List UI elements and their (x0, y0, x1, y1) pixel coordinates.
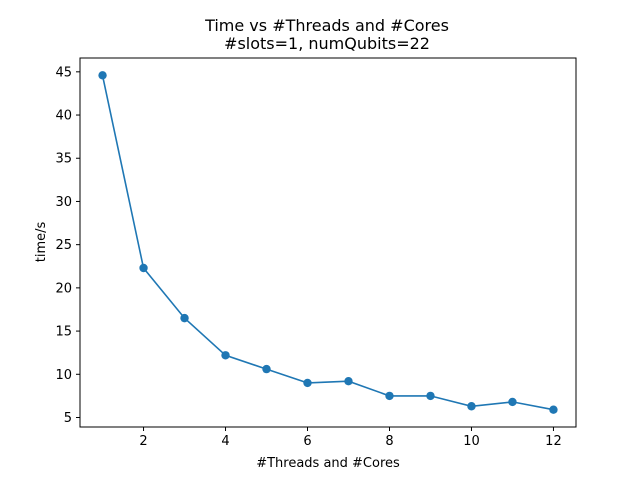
data-point (344, 376, 353, 386)
chart-subtitle: #slots=1, numQubits=22 (224, 34, 430, 53)
y-tick-label: 35 (55, 152, 72, 167)
data-point (262, 364, 271, 374)
y-tick-label: 5 (64, 411, 72, 426)
axes-frame (79, 57, 577, 428)
data-point (549, 405, 558, 414)
series-line (101, 75, 554, 411)
x-tick-label: 12 (545, 434, 562, 449)
data-point (426, 391, 435, 401)
data-point (98, 71, 107, 80)
x-tick-label: 8 (385, 434, 393, 449)
data-point (221, 351, 230, 360)
data-point (385, 391, 394, 401)
data-point (180, 313, 189, 323)
x-tick-label: 6 (303, 434, 311, 449)
y-tick-label: 30 (55, 195, 72, 210)
chart-title: Time vs #Threads and #Cores (204, 16, 449, 35)
x-tick-label: 4 (221, 434, 229, 449)
x-tick-label: 2 (139, 434, 147, 449)
y-axis-label: time/s (34, 222, 49, 263)
y-tick-label: 25 (55, 238, 72, 253)
data-point (303, 378, 312, 388)
y-tick-label: 15 (55, 325, 72, 340)
y-tick-label: 10 (55, 368, 72, 383)
y-tick-label: 20 (55, 281, 72, 296)
x-axis-label: #Threads and #Cores (256, 456, 400, 471)
plot-area (98, 71, 558, 414)
data-point (139, 263, 148, 273)
y-tick-label: 40 (55, 109, 72, 124)
x-tick-label: 10 (463, 434, 480, 449)
data-point (467, 402, 476, 411)
y-tick-label: 45 (55, 65, 72, 80)
data-point (508, 397, 517, 407)
